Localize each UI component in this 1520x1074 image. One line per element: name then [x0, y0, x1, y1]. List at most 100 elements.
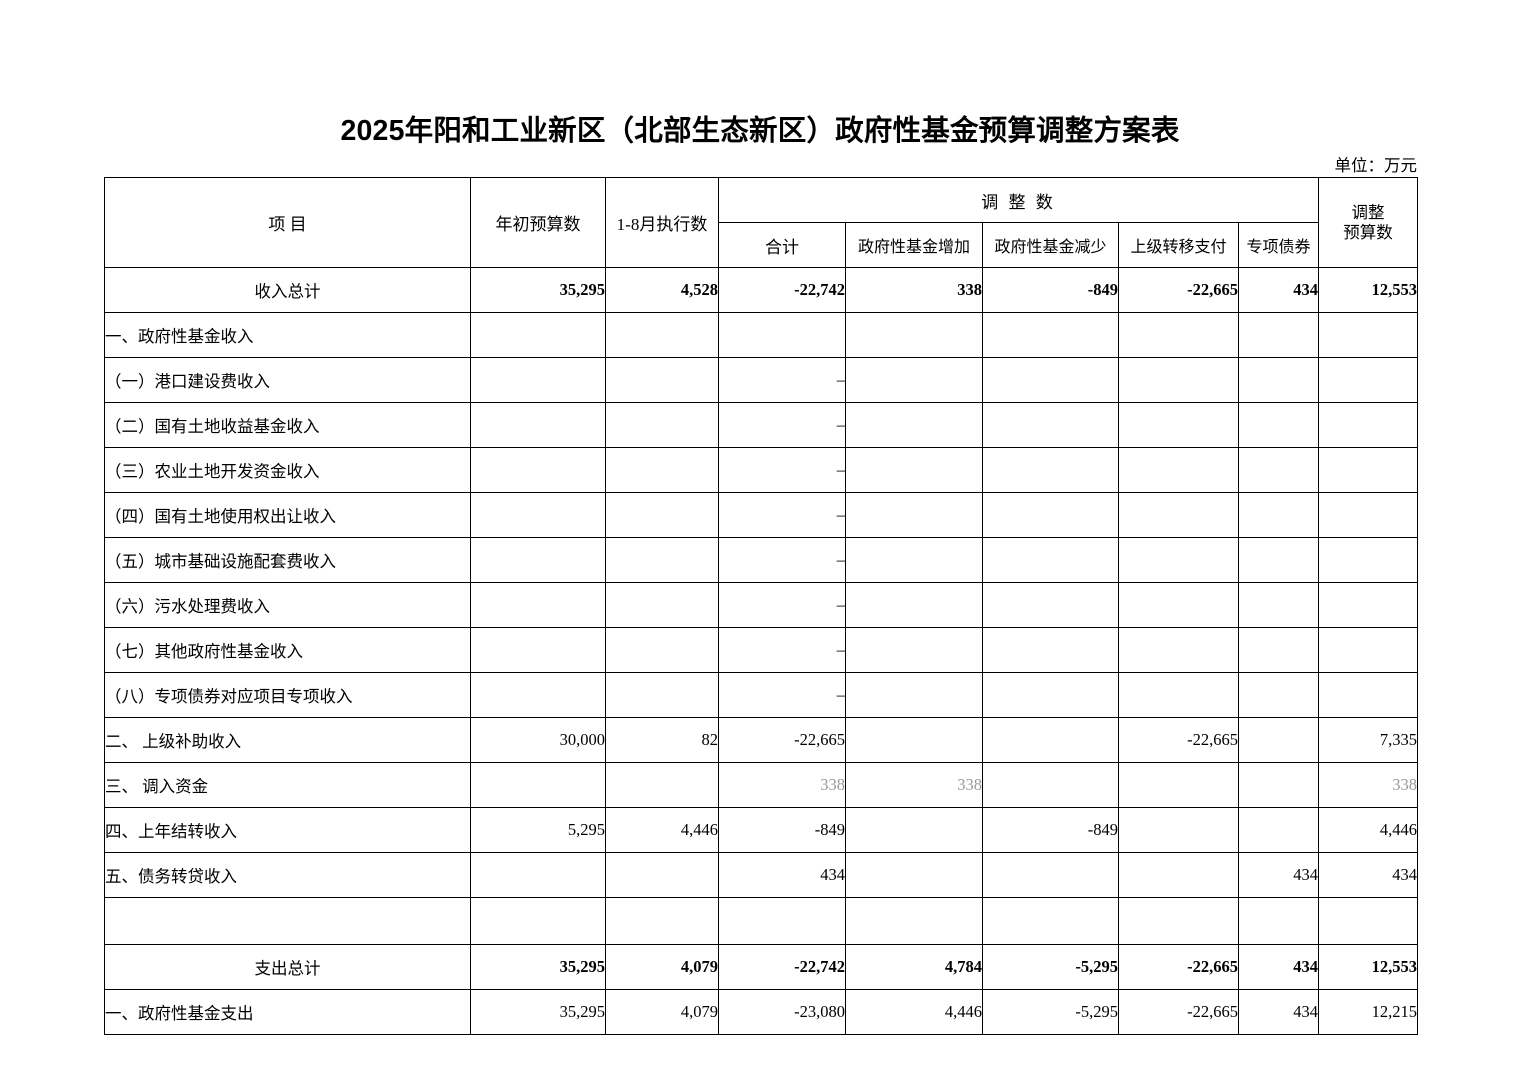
- cell-adj-special-bond: 434: [1237, 267, 1320, 313]
- cell-adj-total: –: [718, 537, 846, 583]
- cell-adj-total: -22,742: [718, 267, 846, 313]
- row-label: 四、上年结转收入: [104, 807, 471, 853]
- cell-adj-total: –: [718, 402, 846, 448]
- table-row: （五）城市基础设施配套费收入 –: [104, 537, 1419, 583]
- cell-execution: [605, 447, 719, 493]
- cell-adj-fund-increase: [845, 807, 983, 853]
- cell-adj-total: -849: [718, 807, 846, 853]
- cell-adj-special-bond: [1237, 357, 1320, 403]
- unit-note: 单位：万元: [1334, 156, 1418, 175]
- cell-adj-transfer: [1118, 762, 1239, 808]
- cell-initial-budget: [470, 582, 606, 628]
- cell-adjusted-budget: 12,215: [1318, 989, 1419, 1035]
- cell-initial-budget: 30,000: [470, 717, 606, 763]
- cell-adj-fund-decrease: [982, 492, 1119, 538]
- cell-adj-fund-increase: [845, 717, 983, 763]
- cell-execution: 4,079: [605, 944, 719, 990]
- row-label: [104, 897, 471, 945]
- cell-initial-budget: [470, 762, 606, 808]
- cell-execution: [605, 672, 719, 718]
- cell-adj-total: [718, 897, 846, 945]
- cell-adjusted-budget: 12,553: [1318, 944, 1419, 990]
- cell-adjusted-budget: 7,335: [1318, 717, 1419, 763]
- cell-execution: 82: [605, 717, 719, 763]
- cell-adj-transfer: [1118, 357, 1239, 403]
- cell-adj-special-bond: [1237, 402, 1320, 448]
- cell-initial-budget: [470, 672, 606, 718]
- cell-adjusted-budget: 4,446: [1318, 807, 1419, 853]
- cell-adj-transfer: -22,665: [1118, 717, 1239, 763]
- table-row: （三）农业土地开发资金收入 –: [104, 447, 1419, 493]
- table-row: （六）污水处理费收入 –: [104, 582, 1419, 628]
- cell-adj-fund-decrease: -5,295: [982, 944, 1119, 990]
- cell-adj-fund-decrease: [982, 672, 1119, 718]
- row-label: （八）专项债券对应项目专项收入: [104, 672, 471, 718]
- cell-adj-special-bond: [1237, 807, 1320, 853]
- cell-adj-total: –: [718, 492, 846, 538]
- cell-initial-budget: 35,295: [470, 989, 606, 1035]
- cell-initial-budget: [470, 852, 606, 898]
- row-label: （五）城市基础设施配套费收入: [104, 537, 471, 583]
- cell-initial-budget: [470, 357, 606, 403]
- cell-adj-fund-decrease: [982, 897, 1119, 945]
- cell-adj-fund-increase: [845, 627, 983, 673]
- cell-adjusted-budget: 12,553: [1318, 267, 1419, 313]
- row-label: （一）港口建设费收入: [104, 357, 471, 403]
- cell-execution: [605, 762, 719, 808]
- cell-execution: [605, 897, 719, 945]
- cell-adjusted-budget: 338: [1318, 762, 1419, 808]
- cell-execution: [605, 582, 719, 628]
- cell-execution: 4,528: [605, 267, 719, 313]
- cell-execution: [605, 492, 719, 538]
- cell-adjusted-budget: [1318, 492, 1419, 538]
- cell-adj-transfer: [1118, 627, 1239, 673]
- row-label: 三、 调入资金: [104, 762, 471, 808]
- header-adjusted-budget-line1: 调整: [1351, 203, 1385, 223]
- cell-adj-special-bond: [1237, 717, 1320, 763]
- cell-execution: 4,446: [605, 807, 719, 853]
- row-label: 一、政府性基金支出: [104, 989, 471, 1035]
- table-row: （八）专项债券对应项目专项收入 –: [104, 672, 1419, 718]
- cell-initial-budget: [470, 312, 606, 358]
- cell-adj-fund-increase: [845, 897, 983, 945]
- row-label: 二、 上级补助收入: [104, 717, 471, 763]
- cell-adj-fund-increase: 4,446: [845, 989, 983, 1035]
- row-label: （七）其他政府性基金收入: [104, 627, 471, 673]
- cell-adjusted-budget: [1318, 402, 1419, 448]
- header-execution: 1-8月执行数: [605, 177, 719, 268]
- table-row: （四）国有土地使用权出让收入 –: [104, 492, 1419, 538]
- cell-adj-fund-increase: [845, 312, 983, 358]
- table-header: 项 目 年初预算数 1-8月执行数 调 整 数 调整 预算数 合计 政府性基金增加…: [104, 177, 1419, 268]
- header-row-top: 项 目 年初预算数 1-8月执行数 调 整 数 调整 预算数: [104, 177, 1419, 268]
- header-initial-budget: 年初预算数: [470, 177, 606, 268]
- cell-adj-fund-increase: [845, 402, 983, 448]
- cell-adj-special-bond: [1237, 582, 1320, 628]
- cell-adj-fund-increase: [845, 357, 983, 403]
- cell-adj-fund-increase: [845, 672, 983, 718]
- table-body: 收入总计 35,295 4,528 -22,742 338 -849 -22,665 434 1…: [104, 267, 1419, 1035]
- table-row: 四、上年结转收入 5,295 4,446 -849 -849 4,446: [104, 807, 1419, 853]
- cell-execution: [605, 402, 719, 448]
- cell-adj-total: –: [718, 627, 846, 673]
- row-label: （三）农业土地开发资金收入: [104, 447, 471, 493]
- cell-adjusted-budget: [1318, 582, 1419, 628]
- cell-adj-special-bond: [1237, 762, 1320, 808]
- cell-adj-special-bond: [1237, 537, 1320, 583]
- cell-adj-special-bond: [1237, 672, 1320, 718]
- cell-adj-transfer: [1118, 402, 1239, 448]
- table-row: 二、 上级补助收入 30,000 82 -22,665 -22,665 7,335: [104, 717, 1419, 763]
- cell-initial-budget: [470, 627, 606, 673]
- header-adj-fund-decrease: 政府性基金减少: [982, 222, 1119, 268]
- cell-adj-fund-decrease: [982, 582, 1119, 628]
- cell-adjusted-budget: [1318, 357, 1419, 403]
- header-adj-special-bond: 专项债券: [1237, 222, 1320, 268]
- cell-adj-fund-increase: [845, 537, 983, 583]
- cell-adj-fund-decrease: -5,295: [982, 989, 1119, 1035]
- cell-initial-budget: 35,295: [470, 944, 606, 990]
- cell-adj-fund-increase: [845, 492, 983, 538]
- cell-execution: [605, 627, 719, 673]
- cell-adjusted-budget: [1318, 312, 1419, 358]
- table-row: （二）国有土地收益基金收入 –: [104, 402, 1419, 448]
- cell-adj-special-bond: [1237, 492, 1320, 538]
- cell-adj-transfer: [1118, 492, 1239, 538]
